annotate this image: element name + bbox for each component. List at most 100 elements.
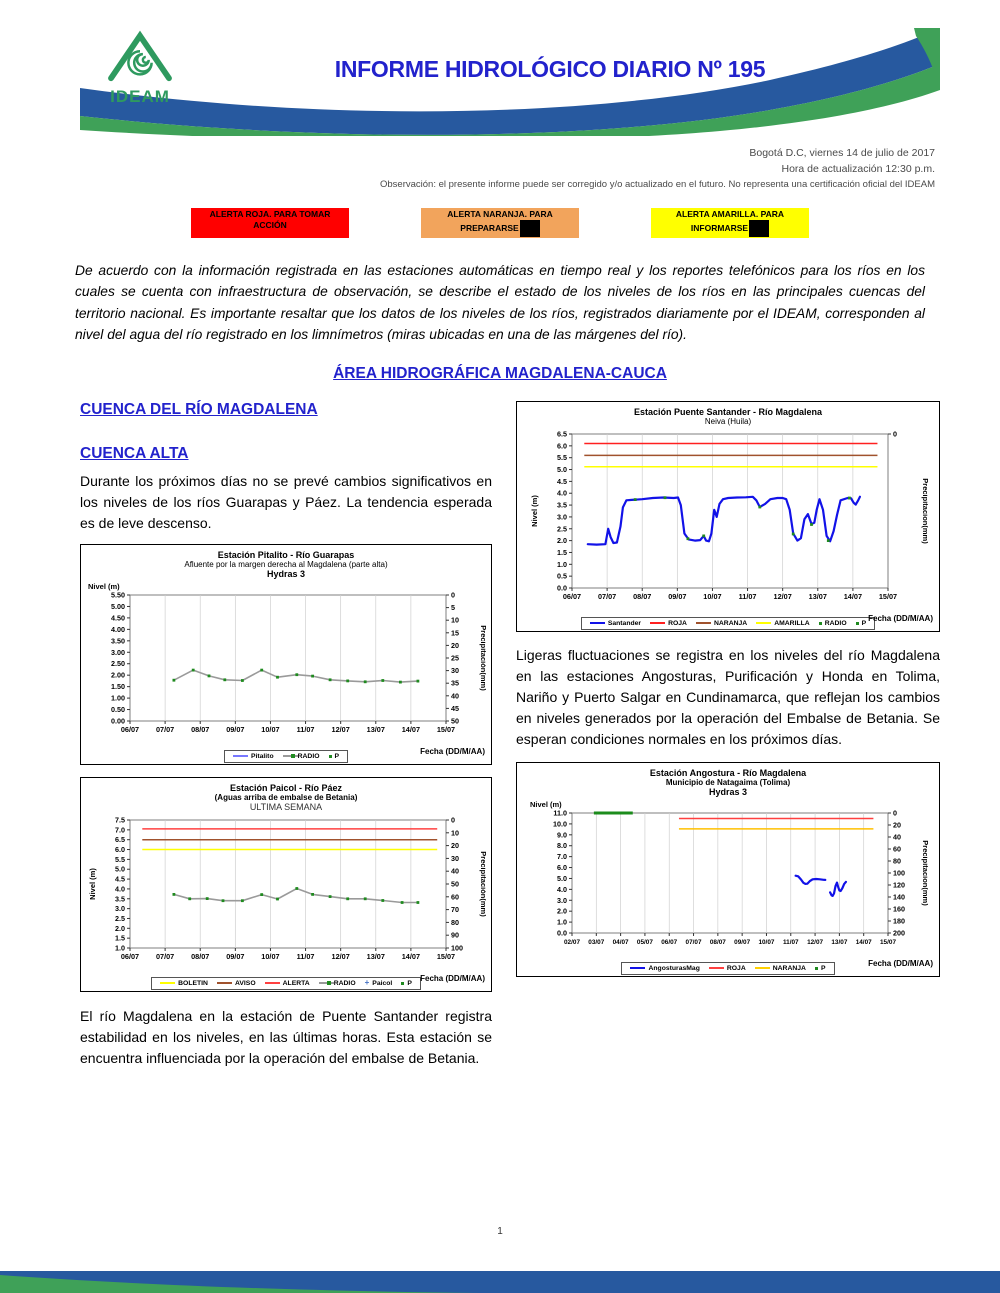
svg-text:120: 120 [893, 881, 905, 890]
svg-text:10.0: 10.0 [553, 820, 567, 829]
svg-text:90: 90 [451, 931, 459, 940]
chart-subtitle: Neiva (Huila) [704, 417, 752, 427]
two-column-body: CUENCA DEL RÍO MAGDALENA CUENCA ALTA Dur… [0, 383, 1000, 1069]
legend-label: AngosturasMag [648, 964, 700, 972]
svg-text:100: 100 [893, 869, 905, 878]
legend-label: AMARILLA [774, 619, 810, 627]
svg-text:03/07: 03/07 [588, 939, 604, 946]
chart-angostura: Estación Angostura - Río Magdalena Munic… [516, 762, 940, 978]
svg-text:5.50: 5.50 [111, 591, 125, 600]
svg-text:02/07: 02/07 [564, 939, 580, 946]
svg-text:6.0: 6.0 [557, 863, 567, 872]
legend-item: RADIO [818, 619, 847, 627]
svg-text:0.50: 0.50 [111, 705, 125, 714]
svg-text:40: 40 [451, 867, 459, 876]
legend-item: ROJA [650, 620, 687, 627]
x-axis-label: Fecha (DD/M/AA) [868, 614, 933, 624]
svg-text:5.5: 5.5 [557, 453, 567, 462]
paragraph-puente-santander: El río Magdalena en la estación de Puent… [80, 1008, 492, 1067]
svg-text:10/07: 10/07 [261, 952, 279, 961]
svg-text:80: 80 [451, 918, 459, 927]
legend-item: AVISO [216, 979, 256, 987]
footer-band [0, 1271, 1000, 1293]
svg-text:10: 10 [451, 616, 459, 625]
page-number: 1 [497, 1226, 503, 1237]
svg-text:2.0: 2.0 [115, 924, 125, 933]
svg-text:6.0: 6.0 [115, 845, 125, 854]
svg-text:8.0: 8.0 [557, 842, 567, 851]
chart-legend: BOLETIN AVISO ALERTA RADIO + Paicol P [151, 976, 421, 990]
svg-text:Precipitación(mm): Precipitación(mm) [479, 626, 486, 692]
svg-text:5.5: 5.5 [115, 855, 125, 864]
area-heading: ÁREA HIDROGRÁFICA MAGDALENA-CAUCA [333, 365, 667, 383]
svg-text:3.50: 3.50 [111, 637, 125, 646]
chart-plot: 06/07 07/07 08/07 09/07 10/07 11/07 12/07 13/07… [83, 579, 489, 742]
chart-subtitle: Afluente por la margen derecha al Magdal… [184, 560, 388, 570]
svg-text:4.0: 4.0 [557, 885, 567, 894]
svg-text:13/07: 13/07 [367, 725, 385, 734]
svg-text:1.5: 1.5 [115, 934, 125, 943]
page-title: INFORME HIDROLÓGICO DIARIO Nº 195 [334, 56, 766, 82]
intro-paragraph: De acuerdo con la información registrada… [75, 262, 925, 342]
svg-text:20: 20 [893, 821, 901, 830]
legend-item: Santander [589, 619, 642, 627]
legend-label: NARANJA [772, 964, 806, 972]
legend-label: AVISO [234, 979, 256, 987]
svg-text:13/07: 13/07 [809, 592, 827, 601]
svg-text:06/07: 06/07 [121, 725, 139, 734]
chart-plot: 06/07 07/07 08/07 09/07 10/07 11/07 12/07 13/07… [83, 812, 489, 969]
svg-text:2.00: 2.00 [111, 671, 125, 680]
meta-observation: Observación: el presente informe puede s… [380, 178, 935, 190]
svg-text:4.0: 4.0 [115, 885, 125, 894]
legend-label: RADIO [333, 979, 356, 987]
svg-text:0.5: 0.5 [557, 572, 567, 581]
legend-item: P [855, 620, 866, 627]
redaction-block [519, 219, 540, 237]
chart-plot: 06/07 07/07 08/07 09/07 10/07 11/07 12/07 13/07… [519, 426, 937, 609]
svg-text:7.0: 7.0 [557, 852, 567, 861]
svg-text:5: 5 [451, 603, 455, 612]
svg-text:100: 100 [451, 944, 463, 953]
svg-text:12/07: 12/07 [807, 939, 823, 946]
x-axis-label: Fecha (DD/M/AA) [420, 974, 485, 984]
legend-label: Santander [607, 619, 642, 627]
left-column: CUENCA DEL RÍO MAGDALENA CUENCA ALTA Dur… [80, 401, 492, 1069]
svg-text:Nivel (m): Nivel (m) [530, 800, 562, 809]
ideam-logo-text: IDEAM [110, 87, 170, 106]
legend-item: AngosturasMag [630, 964, 700, 972]
legend-item: AMARILLA [756, 620, 810, 627]
svg-text:4.50: 4.50 [111, 614, 125, 623]
svg-text:180: 180 [893, 917, 905, 926]
svg-text:4.5: 4.5 [557, 477, 567, 486]
svg-text:4.5: 4.5 [115, 875, 125, 884]
chart-santander: Estación Puente Santander - Río Magdalen… [516, 401, 940, 633]
svg-text:Nivel (m): Nivel (m) [530, 495, 539, 527]
svg-text:1.5: 1.5 [557, 548, 567, 557]
svg-text:12/07: 12/07 [332, 952, 350, 961]
chart-legend: AngosturasMag ROJA NARANJA P [621, 961, 835, 975]
legend-item: BOLETIN [160, 980, 208, 987]
legend-item: NARANJA [695, 620, 747, 627]
legend-label: Pitalito [250, 752, 274, 760]
svg-text:Precipitacion(mm): Precipitacion(mm) [921, 841, 928, 907]
svg-text:Precipitacion(mm): Precipitacion(mm) [921, 479, 928, 545]
svg-text:06/07: 06/07 [661, 939, 677, 946]
svg-text:40: 40 [451, 692, 459, 701]
svg-text:60: 60 [451, 893, 459, 902]
paragraph-guarapas: Durante los próximos días no se prevé ca… [80, 473, 492, 532]
report-meta: Bogotá D.C, viernes 14 de julio de 2017 … [0, 146, 935, 192]
svg-text:3.5: 3.5 [557, 501, 567, 510]
svg-text:07/07: 07/07 [598, 592, 616, 601]
svg-text:1.50: 1.50 [111, 682, 125, 691]
svg-text:1.00: 1.00 [111, 694, 125, 703]
legend-item: P [814, 965, 826, 972]
chart-plot: 02/07 03/07 04/07 05/07 06/07 07/07 08/07 09/07… [519, 797, 937, 954]
svg-text:14/07: 14/07 [402, 725, 420, 734]
x-axis-label: Fecha (DD/M/AA) [420, 747, 485, 757]
legend-item: P [328, 753, 339, 760]
svg-text:15: 15 [451, 629, 459, 638]
legend-label: RADIO [824, 619, 847, 627]
meta-date: Bogotá D.C, viernes 14 de julio de 2017 [749, 147, 935, 159]
alert-badge: ALERTA NARANJA. PARA PREPARARSE [421, 207, 579, 238]
svg-text:1.0: 1.0 [115, 944, 125, 953]
